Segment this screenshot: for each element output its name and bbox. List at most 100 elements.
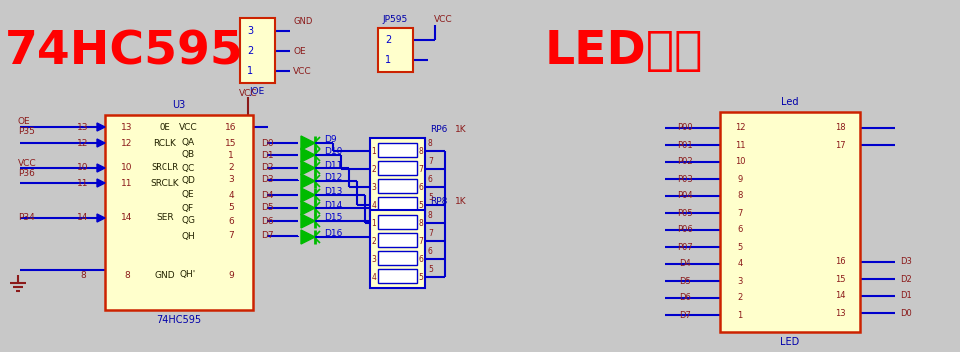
Text: 8: 8 — [419, 219, 423, 227]
Text: 14: 14 — [78, 214, 88, 222]
Text: 7: 7 — [419, 164, 423, 174]
Text: 18: 18 — [834, 124, 846, 132]
Text: D12: D12 — [324, 174, 343, 182]
Text: 11: 11 — [77, 178, 88, 188]
Bar — [370, 138, 425, 216]
Text: 12: 12 — [121, 138, 132, 147]
Polygon shape — [301, 148, 315, 162]
Text: P05: P05 — [677, 208, 693, 218]
Text: 3: 3 — [228, 176, 234, 184]
Text: GND: GND — [155, 270, 176, 279]
Text: OE: OE — [159, 122, 170, 132]
Text: 5: 5 — [228, 203, 234, 213]
Text: 16: 16 — [834, 258, 846, 266]
Text: VCC: VCC — [179, 122, 198, 132]
Text: D2: D2 — [900, 275, 912, 283]
Text: 6: 6 — [419, 254, 423, 264]
Text: D0: D0 — [261, 138, 274, 147]
Bar — [378, 251, 417, 265]
Text: D7: D7 — [261, 232, 274, 240]
Text: D15: D15 — [324, 214, 343, 222]
Text: 1K: 1K — [455, 126, 467, 134]
Text: 5: 5 — [737, 243, 743, 251]
Text: 2: 2 — [372, 164, 376, 174]
Text: P36: P36 — [18, 169, 35, 177]
Bar — [378, 215, 417, 229]
Text: D14: D14 — [324, 201, 343, 209]
Text: 10: 10 — [121, 163, 132, 172]
Text: 15: 15 — [226, 138, 237, 147]
Text: QD: QD — [181, 176, 195, 184]
Text: 6: 6 — [428, 176, 433, 184]
Text: 1: 1 — [372, 219, 376, 227]
Text: 5: 5 — [419, 201, 423, 209]
Text: 16: 16 — [226, 122, 237, 132]
Text: 9: 9 — [737, 175, 743, 183]
Text: 1: 1 — [372, 146, 376, 156]
Text: 8: 8 — [419, 146, 423, 156]
Text: P03: P03 — [677, 175, 693, 183]
Text: 3: 3 — [372, 254, 376, 264]
Text: 13: 13 — [121, 122, 132, 132]
Text: 74HC595: 74HC595 — [156, 315, 202, 325]
Polygon shape — [301, 201, 315, 215]
Polygon shape — [301, 188, 315, 202]
Text: 3: 3 — [372, 182, 376, 191]
Bar — [378, 197, 417, 211]
Text: 14: 14 — [121, 214, 132, 222]
Text: 12: 12 — [734, 124, 745, 132]
Text: P06: P06 — [677, 226, 693, 234]
Text: 6: 6 — [428, 247, 433, 257]
Text: D6: D6 — [679, 294, 691, 302]
Polygon shape — [97, 164, 105, 172]
Polygon shape — [301, 230, 315, 244]
Text: QH: QH — [181, 232, 195, 240]
Text: 13: 13 — [834, 308, 846, 318]
Text: LED点阵: LED点阵 — [545, 30, 704, 75]
Polygon shape — [97, 214, 105, 222]
Text: 1: 1 — [737, 310, 743, 320]
Text: 13: 13 — [77, 122, 88, 132]
Text: 8: 8 — [80, 270, 85, 279]
Text: P07: P07 — [677, 243, 693, 251]
Text: D3: D3 — [900, 258, 912, 266]
Text: 9: 9 — [228, 270, 234, 279]
Text: 1: 1 — [385, 55, 391, 65]
Text: GND: GND — [293, 18, 312, 26]
Bar — [105, 115, 253, 310]
Text: 6: 6 — [419, 182, 423, 191]
Text: P02: P02 — [677, 157, 693, 166]
Text: RP8: RP8 — [430, 197, 447, 207]
Text: 12: 12 — [78, 138, 88, 147]
Text: QB: QB — [181, 151, 195, 159]
Text: U3: U3 — [173, 100, 185, 110]
Text: Led: Led — [781, 97, 799, 107]
Text: 7: 7 — [428, 157, 433, 166]
Text: VCC: VCC — [293, 67, 312, 75]
Text: 10: 10 — [734, 157, 745, 166]
Text: 6: 6 — [228, 216, 234, 226]
Text: SRCLK: SRCLK — [151, 178, 180, 188]
Bar — [378, 28, 413, 72]
Text: D5: D5 — [679, 277, 691, 285]
Text: 4: 4 — [372, 272, 376, 282]
Text: JOE: JOE — [250, 87, 265, 95]
Text: 7: 7 — [419, 237, 423, 245]
Text: 2: 2 — [737, 294, 743, 302]
Text: P01: P01 — [677, 140, 693, 150]
Text: SER: SER — [156, 214, 174, 222]
Polygon shape — [97, 139, 105, 147]
Text: D5: D5 — [261, 203, 274, 213]
Text: 11: 11 — [121, 178, 132, 188]
Text: 4: 4 — [372, 201, 376, 209]
Text: QC: QC — [181, 163, 195, 172]
Text: RP6: RP6 — [430, 126, 447, 134]
Polygon shape — [301, 136, 315, 150]
Text: 11: 11 — [734, 140, 745, 150]
Text: 2: 2 — [228, 163, 234, 172]
Text: 8: 8 — [428, 139, 433, 149]
Bar — [378, 143, 417, 157]
Polygon shape — [97, 179, 105, 187]
Text: 3: 3 — [247, 26, 253, 36]
Text: 10: 10 — [77, 163, 88, 172]
